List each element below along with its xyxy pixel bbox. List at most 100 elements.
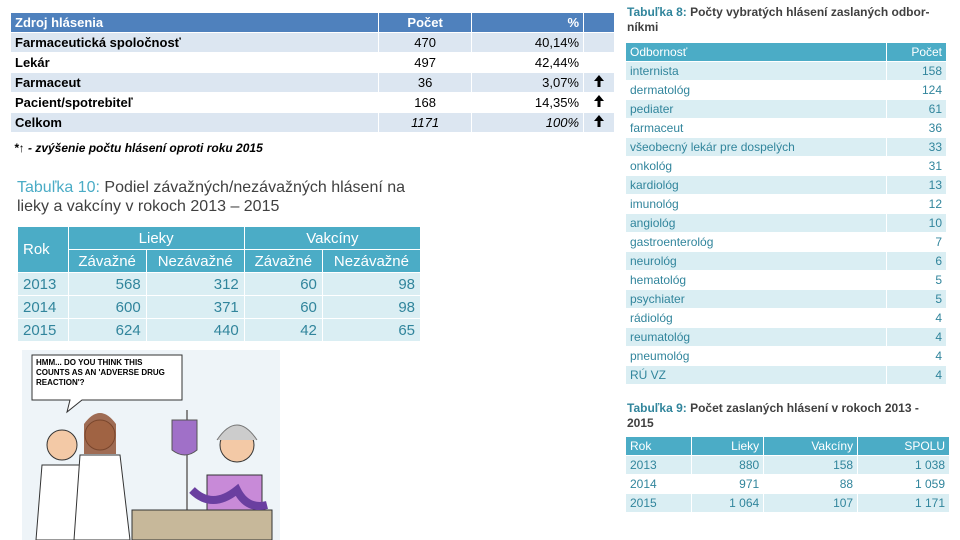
row: 2015 624 440 42 65 [17,318,422,342]
row: onkológ 31 [624,156,947,176]
cell: 61 [886,99,947,119]
cell: 124 [886,80,947,100]
cell: 13 [886,175,947,195]
header-cell: Zdroj hlásenia [10,12,379,33]
cell: 4 [886,327,947,347]
header-row: Rok Lieky Vakcíny [17,226,422,273]
cell: 5 [886,289,947,309]
header-cell: % [471,12,584,33]
row: Farmaceutická spoločnosť 470 40,14% [10,32,615,53]
row: kardiológ 13 [624,175,947,195]
subheader-cell: Závažné [67,249,147,273]
cell: 1 059 [857,474,950,494]
table8: Odbornosť Počet internista 158 dermatológ 124… [624,42,947,385]
row: 2014 600 371 60 98 [17,295,422,319]
row: Pacient/spotrebiteľ 168 14,35% [10,92,615,113]
title: Počet zaslaných hlásení v rokoch 2013 - … [627,401,919,430]
header-cell: Odbornosť [624,42,888,62]
cell: 5 [886,270,947,290]
up-arrow [594,75,604,87]
cell: 470 [377,32,473,53]
header-row: Zdroj hlásenia Počet% [10,12,615,33]
subheader-row: Závažné Nezávažné Závažné Nezávažné [18,249,422,273]
note: *↑ - zvýšenie počtu hlásení oproti roku … [14,141,263,155]
cell: 10 [886,213,947,233]
row: pediater 61 [624,99,947,119]
arrow-cell [583,12,615,33]
nurse-hair [84,413,116,454]
cell: Lekár [10,52,379,73]
cell: 36 [377,72,473,93]
cell: všeobecný lekár pre dospelých [624,137,888,157]
cell: 65 [321,318,422,342]
cell: onkológ [624,156,888,176]
cell: gastroenterológ [624,232,888,252]
row: hematológ 5 [624,270,947,290]
header-row: Odbornosť Počet [624,42,947,62]
cell: 1 038 [857,455,950,475]
cell: 4 [886,365,947,385]
cell: 971 [691,474,765,494]
speech-bubble [31,354,183,414]
table10-title: Tabuľka 10: Podiel závažných/nezávažných… [17,178,417,216]
cell: kardiológ [624,175,888,195]
subheader-cell: Závažné [243,249,323,273]
cell: 98 [321,272,422,296]
cell: reumatológ [624,327,888,347]
label: Tabuľka 9: [627,401,687,415]
cell: imunológ [624,194,888,214]
subheader-cell: Nezávažné [321,249,422,273]
cell: 4 [886,308,947,328]
source-table: Zdroj hlásenia Počet% Farmaceutická spoloč… [10,12,615,133]
cell: 14,35% [471,92,584,113]
row: angiológ 10 [624,213,947,233]
cell: 42 [243,318,323,342]
cell: 158 [886,61,947,81]
row: internista 158 [624,61,947,81]
cell: 880 [691,455,765,475]
row: Lekár 497 42,44% [10,52,615,73]
row: gastroenterológ 7 [624,232,947,252]
cell: 158 [763,455,859,475]
cell: 4 [886,346,947,366]
cell: 2013 [17,272,69,296]
cell: 312 [145,272,245,296]
cell: 440 [145,318,245,342]
subheader-cell: Nezávažné [145,249,245,273]
cell: dermatológ [624,80,888,100]
arrow-cell [583,32,615,53]
header-cell: Lieky [691,436,765,456]
title: Podiel závažných/nezávažných hlásení na … [17,179,406,215]
cell: Farmaceutická spoločnosť [10,32,379,53]
cell: 36 [886,118,947,138]
row: Celkom 1171 100% [10,112,615,133]
row: RÚ VZ 4 [624,365,947,385]
cell: psychiater [624,289,888,309]
cell: 7 [886,232,947,252]
row: všeobecný lekár pre dospelých 33 [624,137,947,157]
table9: Rok Lieky Vakcíny SPOLU 2013 880 158 1 038 2014 9… [624,436,950,513]
header-cell: Vakcíny [763,436,859,456]
row: 2015 1 064 107 1 171 [624,493,950,513]
knitting [189,483,268,510]
cell: 1171 [377,112,473,133]
label: Tabuľka 10: [17,179,100,196]
header-cell: SPOLU [857,436,950,456]
cell: hematológ [624,270,888,290]
row: 2013 880 158 1 038 [624,455,950,475]
row: imunológ 12 [624,194,947,214]
row: 2013 568 312 60 98 [17,272,422,296]
cell: 107 [763,493,859,513]
header-cell: Rok [17,226,69,273]
row: farmaceut 36 [624,118,947,138]
arrow-cell [583,52,615,73]
cell: 497 [377,52,473,73]
cell: 568 [67,272,147,296]
cell: farmaceut [624,118,888,138]
arrow-cell [583,92,615,113]
header-cell: Rok [624,436,693,456]
cell: 60 [243,295,323,319]
bed [131,509,273,540]
